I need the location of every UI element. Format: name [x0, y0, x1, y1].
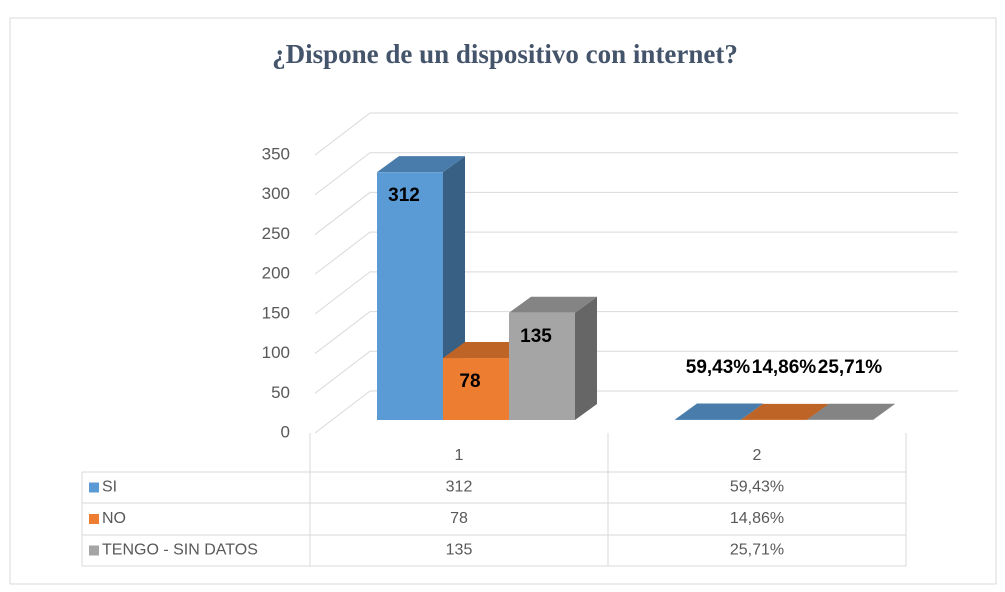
grid-line: [314, 350, 958, 394]
table-cell: 135: [446, 542, 473, 559]
data-label: 14,86%: [752, 357, 817, 378]
table-cell: 25,71%: [730, 542, 784, 559]
x-tick-label: 2: [753, 447, 762, 464]
y-tick-label: 50: [271, 383, 290, 402]
table-cell: 312: [446, 479, 473, 496]
grid-line: [314, 191, 958, 235]
grid-line: [314, 311, 958, 354]
legend-key: [89, 545, 99, 556]
bar-side: [575, 296, 597, 420]
chart-title: ¿Dispone de un dispositivo con internet?: [272, 39, 738, 69]
y-tick-label: 150: [262, 303, 290, 322]
bar: [509, 312, 575, 420]
chart-border: [9, 17, 997, 585]
grid-line: [314, 390, 958, 434]
y-tick-label: 0: [281, 422, 290, 441]
data-label: 312: [388, 185, 420, 206]
bar-top: [741, 403, 829, 420]
bar-top: [377, 156, 465, 173]
bar-top: [509, 296, 597, 313]
y-tick-label: 250: [262, 224, 290, 243]
table-cell: 59,43%: [730, 479, 784, 496]
x-tick-label: 1: [455, 447, 464, 464]
data-label: 78: [459, 371, 480, 392]
bar-top: [807, 403, 895, 420]
legend-label: NO: [102, 510, 126, 527]
y-tick-label: 200: [262, 264, 290, 283]
data-label: 25,71%: [818, 357, 883, 378]
legend-label: TENGO - SIN DATOS: [102, 542, 258, 559]
data-label: 59,43%: [686, 357, 751, 378]
y-tick-label: 100: [262, 343, 290, 362]
legend-key: [89, 514, 99, 524]
table-cell: 14,86%: [730, 510, 784, 527]
bar: [443, 358, 509, 420]
bar-side: [873, 403, 895, 420]
grid-line: [314, 231, 958, 275]
bar-top: [675, 403, 763, 420]
grid-line: [314, 271, 958, 315]
grid-line: [314, 152, 958, 196]
legend-label: SI: [102, 479, 117, 496]
table-cell: 78: [450, 510, 468, 527]
data-label: 135: [520, 326, 552, 347]
bar: [377, 172, 443, 420]
table-border: [81, 471, 907, 567]
y-tick-label: 300: [262, 184, 290, 203]
grid-line: [314, 112, 958, 156]
legend-key: [89, 482, 99, 493]
y-tick-label: 350: [262, 144, 290, 163]
